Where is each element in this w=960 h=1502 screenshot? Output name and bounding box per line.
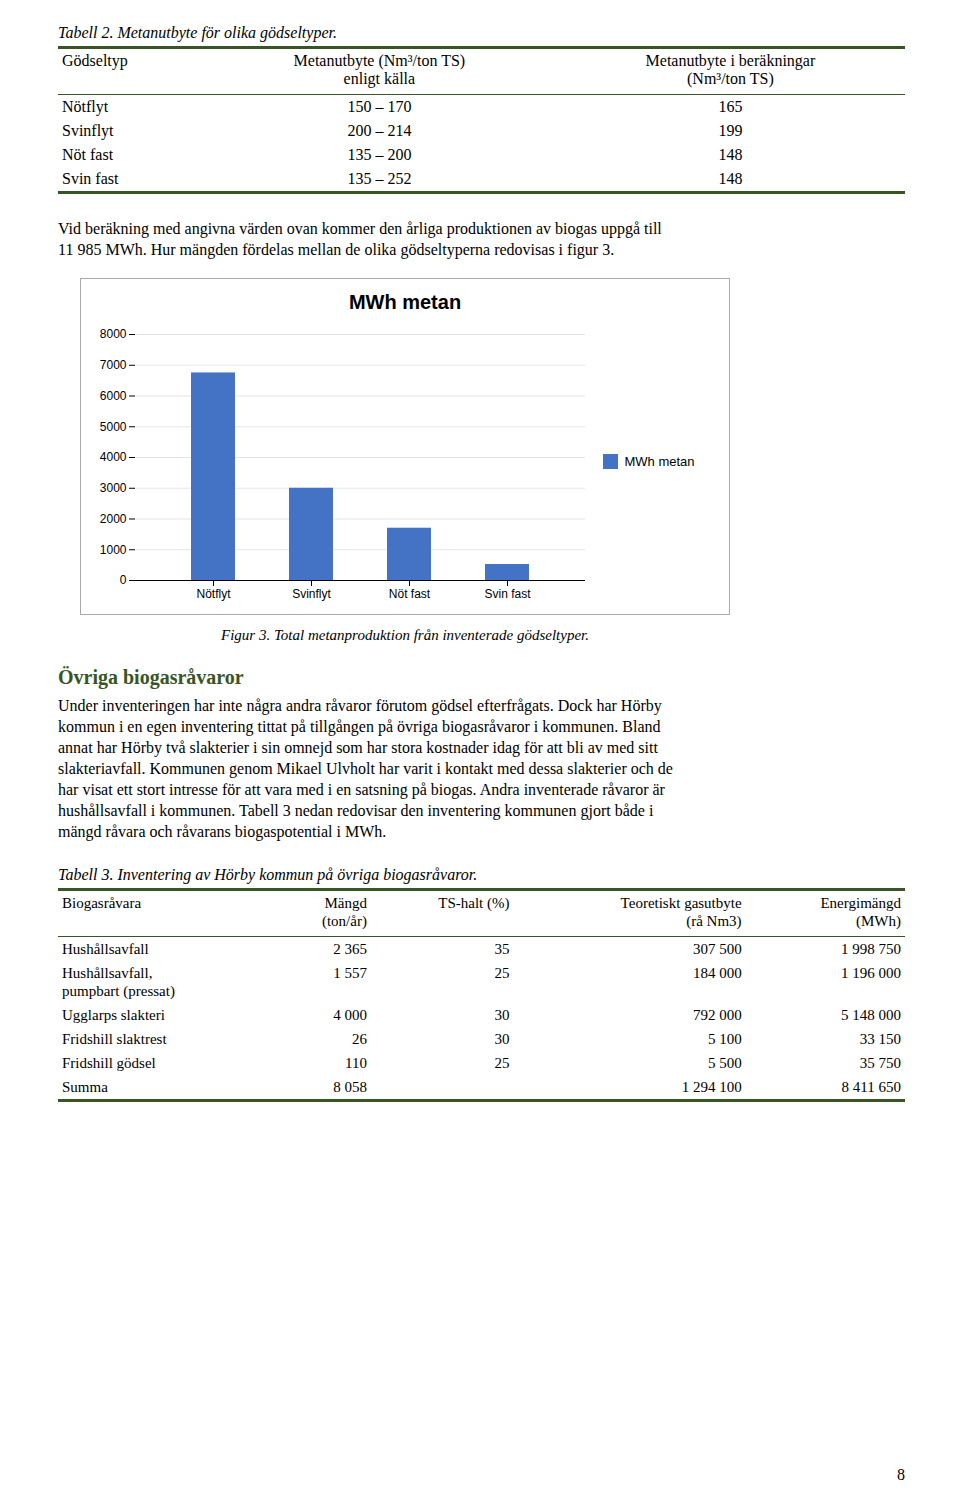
html-text:8 058: 8 058 [333,1079,367,1095]
svg-text:5000: 5000 [100,420,127,434]
html-text:1 294 100: 1 294 100 [681,1079,742,1095]
svg-text:4000: 4000 [100,450,127,464]
html-text:148: 148 [718,170,743,187]
html-text:Mängd (ton/år): Mängd (ton/år) [321,895,367,929]
html-text:200 – 214: 200 – 214 [347,122,412,139]
html-text:Summa: Summa [62,1079,108,1095]
svg-text:8000: 8000 [100,327,127,341]
html-text:35: 35 [494,941,510,957]
html-text:Biogasråvara: Biogasråvara [62,895,142,911]
html-text:33 150: 33 150 [859,1031,901,1047]
html-text:165: 165 [718,98,743,115]
html-text:annat har Hörby två slakterier: annat har Hörby två slakterier i sin omn… [58,739,658,756]
html-text:30: 30 [494,1007,510,1023]
html-text:Energimängd (MWh): Energimängd (MWh) [820,895,901,929]
html-text:Teoretiskt gasutbyte (rå Nm3): Teoretiskt gasutbyte (rå Nm3) [620,895,742,929]
html-text:8: 8 [897,1466,905,1483]
html-text:Nöt fast: Nöt fast [62,146,114,163]
html-text:4 000: 4 000 [333,1007,367,1023]
html-text:Svinflyt: Svinflyt [62,122,114,139]
html-text:199: 199 [718,122,743,139]
html-text:har visat ett stort intresse f: har visat ett stort intresse för att var… [58,781,665,798]
html-text:Metanutbyte i beräkningar (Nm³: Metanutbyte i beräkningar (Nm³/ton TS) [645,52,816,87]
html-text:25: 25 [494,965,510,981]
html-text:Under inventeringen har inte n: Under inventeringen har inte några andra… [58,697,662,714]
html-text:184 000: 184 000 [692,965,742,981]
html-text:110: 110 [344,1055,367,1071]
html-text:2 365: 2 365 [333,941,367,957]
html-text:5 500: 5 500 [707,1055,742,1071]
html-text:5 100: 5 100 [707,1031,742,1047]
html-text:Tabell 2. Metanutbyte för olik: Tabell 2. Metanutbyte för olika gödselty… [58,24,337,41]
html-text:792 000: 792 000 [692,1007,742,1023]
svg-text:6000: 6000 [100,389,127,403]
html-text:8 411 650: 8 411 650 [841,1079,901,1095]
html-text:Fridshill gödsel: Fridshill gödsel [62,1055,156,1071]
html-text:mängd råvara och råvarans biog: mängd råvara och råvarans biogaspotentia… [58,823,387,840]
html-text:148: 148 [718,146,743,163]
html-text:307 500: 307 500 [692,941,742,957]
html-text:135 – 200: 135 – 200 [347,146,412,163]
html-text:Hushållsavfall, pumpbart (pres: Hushållsavfall, pumpbart (pressat) [62,965,175,999]
html-text:5 148 000: 5 148 000 [841,1007,901,1023]
html-text:25: 25 [494,1055,510,1071]
svg-text:7000: 7000 [100,358,127,372]
html-text:26: 26 [351,1031,367,1047]
html-text:Nötflyt: Nötflyt [62,98,109,115]
html-text:1 557: 1 557 [333,965,367,981]
html-text:35 750: 35 750 [859,1055,901,1071]
svg-text:1000: 1000 [100,543,127,557]
html-text:Figur 3. Total metanproduktion: Figur 3. Total metanproduktion från inve… [221,627,589,643]
svg-text:2000: 2000 [100,512,127,526]
html-text:Hushållsavfall: Hushållsavfall [62,941,149,957]
html-text:Svin fast: Svin fast [62,170,119,187]
svg-text:Svin fast: Svin fast [484,587,531,601]
html-text:Metanutbyte (Nm³/ton TS) enlig: Metanutbyte (Nm³/ton TS) enligt källa [293,52,466,87]
html-text:11 985 MWh. Hur mängden fördel: 11 985 MWh. Hur mängden fördelas mellan … [58,241,615,258]
html-text:kommun i en egen inventering t: kommun i en egen inventering tittat på t… [58,718,661,735]
svg-text:Svinflyt: Svinflyt [292,587,331,601]
html-text:hushållsavfall i kommunen. Tab: hushållsavfall i kommunen. Tabell 3 neda… [58,802,654,819]
html-text:slakteriavfall. Kommunen genom: slakteriavfall. Kommunen genom Mikael Ul… [58,760,673,777]
svg-text:0: 0 [120,573,127,587]
html-text:30: 30 [494,1031,510,1047]
html-text:1 196 000: 1 196 000 [841,965,901,981]
html-text:Fridshill slaktrest: Fridshill slaktrest [62,1031,167,1047]
html-text:Vid beräkning med angivna värd: Vid beräkning med angivna värden ovan ko… [58,220,662,237]
html-text:Tabell 3. Inventering av Hörby: Tabell 3. Inventering av Hörby kommun på… [58,866,478,883]
html-text:Övriga biogasråvaror: Övriga biogasråvaror [58,666,244,688]
html-text:TS-halt (%): TS-halt (%) [438,895,510,911]
html-text:Gödseltyp: Gödseltyp [62,52,128,69]
svg-text:3000: 3000 [100,481,127,495]
html-text:MWh metan: MWh metan [624,454,695,470]
svg-text:Nöt fast: Nöt fast [389,587,431,601]
html-text:150 – 170: 150 – 170 [347,98,412,115]
html-text:Ugglarps slakteri: Ugglarps slakteri [62,1007,165,1023]
html-text:MWh metan: MWh metan [348,291,462,313]
svg-text:Nötflyt: Nötflyt [196,587,231,601]
html-text:1 998 750: 1 998 750 [841,941,901,957]
html-text:135 – 252: 135 – 252 [347,170,412,187]
